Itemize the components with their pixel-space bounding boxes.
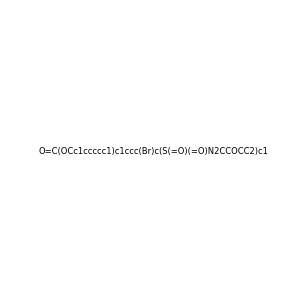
Text: O=C(OCc1ccccc1)c1ccc(Br)c(S(=O)(=O)N2CCOCC2)c1: O=C(OCc1ccccc1)c1ccc(Br)c(S(=O)(=O)N2CCO… [39,147,269,156]
